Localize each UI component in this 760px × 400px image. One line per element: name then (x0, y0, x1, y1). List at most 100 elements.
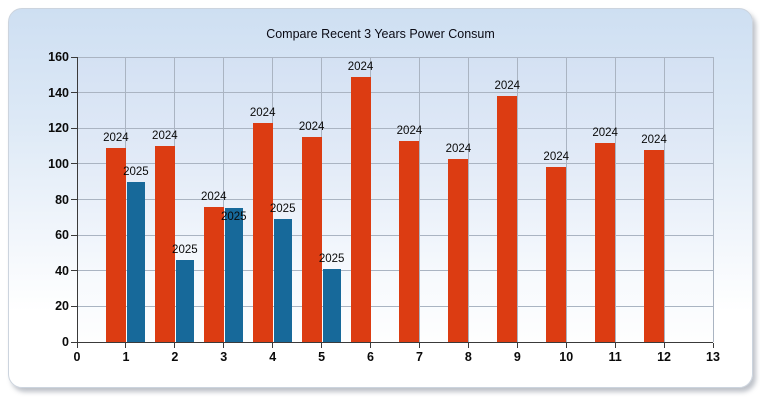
x-gridline (614, 57, 616, 342)
x-gridline (712, 57, 714, 342)
x-gridline (174, 57, 176, 342)
y-gridline (77, 305, 713, 307)
x-tick (712, 343, 714, 348)
x-tick (663, 343, 665, 348)
bar-label-2025-month-3: 2025 (220, 211, 247, 224)
bar-2024-month-3 (203, 206, 224, 342)
y-tick-label: 60 (55, 228, 69, 243)
bar-label-2024-month-2: 2024 (152, 130, 178, 143)
y-gridline (77, 127, 713, 129)
bar-label-2024-month-11: 2024 (592, 126, 618, 139)
x-tick (418, 343, 420, 348)
bar-label-2025-month-5: 2025 (318, 252, 345, 265)
x-axis-line (77, 342, 713, 343)
bar-label-2025-month-2: 2025 (172, 244, 198, 257)
x-gridline (370, 57, 372, 342)
x-gridline (223, 57, 225, 342)
x-tick (223, 343, 225, 348)
bar-2024-month-4 (252, 122, 273, 342)
bar-2025-month-2 (175, 260, 194, 342)
bar-2024-month-11 (595, 142, 616, 342)
x-tick (76, 343, 78, 348)
x-tick-label: 1 (122, 350, 130, 364)
x-tick-label: 9 (513, 350, 521, 364)
x-tick-label: 12 (657, 350, 672, 364)
y-gridline (77, 56, 713, 58)
bar-label-2025-month-4: 2025 (269, 203, 296, 216)
x-tick (321, 343, 323, 348)
x-tick (565, 343, 567, 348)
x-gridline (418, 57, 420, 342)
x-tick-label: 6 (367, 350, 374, 364)
bar-2024-month-12 (644, 149, 665, 342)
x-tick-label: 13 (706, 350, 720, 364)
x-tick-label: 2 (171, 350, 179, 364)
x-gridline (321, 57, 323, 342)
bar-label-2024-month-3: 2024 (200, 190, 227, 203)
chart-title: Compare Recent 3 Years Power Consum (266, 27, 495, 41)
bar-label-2024-month-9: 2024 (494, 80, 521, 93)
bar-label-2024-month-6: 2024 (347, 60, 374, 73)
bar-2024-month-9 (497, 96, 518, 342)
y-gridline (77, 234, 713, 236)
y-tick-label: 140 (48, 85, 69, 100)
y-tick-label: 120 (48, 121, 69, 136)
y-tick (71, 270, 77, 272)
x-tick-label: 8 (464, 350, 472, 364)
y-gridline (77, 199, 713, 200)
bar-label-2024-month-5: 2024 (298, 121, 325, 134)
y-tick (71, 199, 77, 200)
x-gridline (565, 57, 567, 342)
x-tick-label: 3 (220, 350, 228, 364)
bar-2024-month-8 (448, 158, 469, 342)
x-tick (174, 343, 176, 348)
x-tick-label: 7 (415, 350, 423, 364)
y-tick-label: 20 (55, 299, 69, 314)
y-tick-label: 0 (62, 335, 69, 349)
y-tick-label: 80 (55, 192, 69, 207)
bar-2025-month-5 (322, 268, 341, 342)
y-tick (71, 56, 77, 58)
bar-2024-month-5 (301, 137, 322, 342)
x-gridline (272, 57, 274, 342)
bar-label-2024-month-1: 2024 (103, 131, 129, 144)
bar-2024-month-2 (154, 146, 175, 342)
x-tick-label: 10 (559, 350, 574, 364)
y-gridline (77, 163, 713, 165)
bar-label-2024-month-12: 2024 (641, 133, 667, 146)
bar-2024-month-1 (105, 147, 126, 342)
x-tick-label: 0 (73, 350, 81, 364)
y-gridline (77, 270, 713, 272)
bar-label-2025-month-1: 2025 (123, 165, 149, 178)
y-axis-line (77, 57, 78, 343)
x-gridline (516, 57, 518, 342)
x-gridline (663, 57, 665, 342)
y-tick-label: 40 (55, 263, 69, 278)
y-tick (71, 341, 77, 343)
y-tick (71, 234, 77, 236)
bar-2024-month-10 (546, 167, 567, 342)
y-tick (71, 127, 77, 129)
bar-2025-month-1 (126, 181, 145, 342)
bar-2024-month-7 (399, 140, 420, 342)
y-tick (71, 92, 77, 94)
y-tick-label: 100 (48, 156, 69, 171)
bar-2024-month-6 (350, 76, 371, 342)
bar-2025-month-3 (224, 208, 243, 342)
x-tick (272, 343, 274, 348)
y-tick (71, 163, 77, 165)
y-gridline (77, 92, 713, 94)
x-tick (516, 343, 518, 348)
bar-label-2024-month-8: 2024 (445, 142, 472, 155)
y-tick-label: 160 (48, 50, 69, 64)
x-tick (614, 343, 616, 348)
bar-label-2024-month-4: 2024 (249, 106, 276, 119)
bar-label-2024-month-10: 2024 (543, 151, 570, 164)
bar-label-2024-month-7: 2024 (396, 124, 423, 137)
x-gridline (125, 57, 127, 342)
x-tick (125, 343, 127, 348)
x-tick-label: 4 (269, 350, 277, 364)
x-tick (467, 343, 469, 348)
y-tick (71, 305, 77, 307)
